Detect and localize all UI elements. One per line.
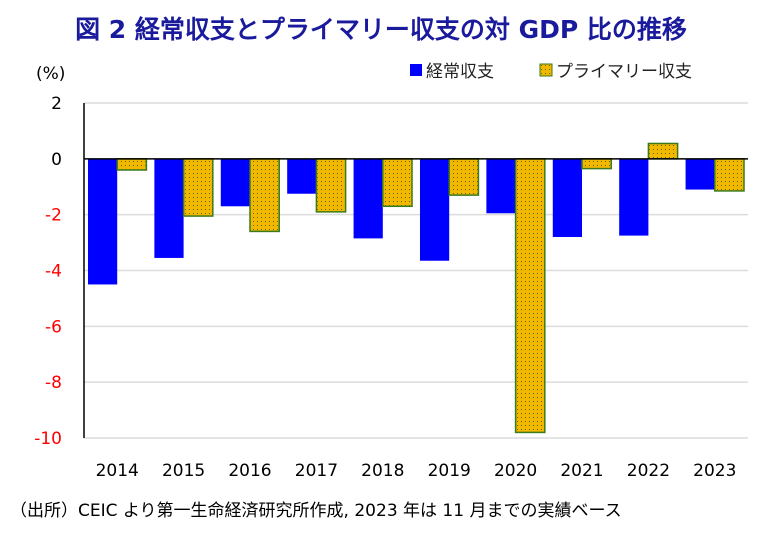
- legend: 経常収支 プライマリー収支: [410, 62, 692, 82]
- bar-current-account-2014: [87, 158, 118, 285]
- x-tick-label: 2015: [162, 461, 205, 481]
- bar-primary-balance-2016: [249, 158, 280, 233]
- bar-current-account-2021: [552, 158, 582, 237]
- x-tick-label: 2018: [361, 461, 404, 481]
- x-axis-ticks: 2014 2015 2016 2017 2018 2019 2020 2021 2022 2023: [96, 461, 737, 481]
- y-tick-label: -2: [45, 206, 62, 226]
- x-tick-label: 2016: [228, 461, 271, 481]
- x-tick-label: 2019: [428, 461, 471, 481]
- y-axis-unit-label: (%): [36, 64, 65, 84]
- legend-label-current-account: 経常収支: [426, 62, 494, 82]
- y-tick-label: 2: [51, 94, 62, 114]
- legend-swatch-current-account: [410, 64, 422, 76]
- y-tick-label: -10: [34, 429, 62, 449]
- bar-current-account-2016: [220, 158, 250, 207]
- bar-primary-balance-2021: [581, 158, 612, 170]
- bar-primary-balance-2023: [714, 158, 745, 192]
- x-tick-label: 2017: [295, 461, 338, 481]
- y-axis-ticks: 2 0 -2 -4 -6 -8 -10: [34, 94, 62, 449]
- legend-swatch-primary-balance: [539, 63, 553, 77]
- bar-primary-balance-2022: [647, 142, 679, 160]
- axes: [83, 103, 748, 438]
- bar-primary-balance-2015: [182, 158, 214, 217]
- bar-primary-balance-2014: [116, 158, 148, 171]
- y-tick-label: -4: [45, 262, 62, 282]
- bar-primary-balance-2019: [448, 158, 480, 196]
- y-tick-label: -8: [45, 373, 62, 393]
- x-tick-label: 2022: [627, 461, 670, 481]
- x-tick-label: 2023: [693, 461, 736, 481]
- y-tick-label: 0: [51, 150, 62, 170]
- y-tick-label: -6: [45, 317, 62, 337]
- bar-current-account-2019: [419, 158, 450, 261]
- bar-current-account-2022: [619, 158, 649, 236]
- x-tick-label: 2020: [494, 461, 537, 481]
- x-tick-label: 2021: [560, 461, 603, 481]
- bar-current-account-2015: [154, 158, 184, 258]
- bar-current-account-2017: [287, 158, 317, 194]
- bar-primary-balance-2020: [514, 158, 546, 434]
- bar-primary-balance-2017: [315, 158, 347, 213]
- x-tick-label: 2014: [96, 461, 139, 481]
- bar-current-account-2023: [685, 158, 715, 190]
- source-note: （出所）CEIC より第一生命経済研究所作成, 2023 年は 11 月までの実…: [10, 501, 622, 521]
- bars: [87, 142, 745, 434]
- chart-title: 図 2 経常収支とプライマリー収支の対 GDP 比の推移: [75, 15, 687, 44]
- bar-current-account-2018: [353, 158, 383, 239]
- bar-primary-balance-2018: [382, 158, 413, 208]
- legend-label-primary-balance: プライマリー収支: [556, 62, 692, 82]
- bar-current-account-2020: [486, 158, 516, 214]
